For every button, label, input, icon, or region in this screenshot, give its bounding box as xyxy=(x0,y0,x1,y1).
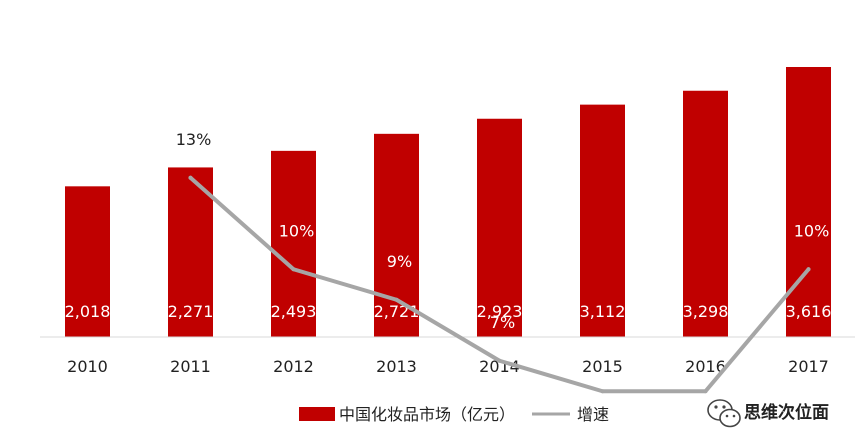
bar-value-label-2010: 2,018 xyxy=(65,302,111,321)
growth-rate-label-2015: 6% xyxy=(593,343,618,362)
bar-value-label-2017: 3,616 xyxy=(786,302,832,321)
growth-point-2014 xyxy=(497,358,502,363)
x-tick-label-2017: 2017 xyxy=(788,357,829,376)
bar-value-label-2015: 3,112 xyxy=(580,302,626,321)
watermark: 思维次位面 xyxy=(707,399,829,428)
legend-swatch-bar xyxy=(299,407,335,421)
growth-point-2016 xyxy=(703,389,708,394)
growth-point-2011 xyxy=(188,175,193,180)
bar-2014 xyxy=(477,118,522,337)
x-tick-label-2011: 2011 xyxy=(170,357,211,376)
watermark-text: 思维次位面 xyxy=(744,402,829,423)
x-tick-label-2015: 2015 xyxy=(582,357,623,376)
bar-value-label-2016: 3,298 xyxy=(683,302,729,321)
x-tick-labels: 2010 2011 2012 2013 2014 2015 2016 2017 xyxy=(67,357,829,376)
growth-point-2013 xyxy=(394,297,399,302)
growth-rate-label-2013: 9% xyxy=(387,252,412,271)
x-tick-label-2016: 2016 xyxy=(685,357,726,376)
bar-value-label-2014: 2,923 xyxy=(477,302,523,321)
growth-rate-label-2014: 7% xyxy=(490,313,515,332)
bar-2010 xyxy=(65,186,110,337)
bar-value-label-2012: 2,493 xyxy=(271,302,317,321)
wechat-icon xyxy=(707,399,741,428)
growth-rate-label-2017: 10% xyxy=(794,221,830,240)
bar-2012 xyxy=(271,150,316,337)
growth-rate-label-2012: 10% xyxy=(279,221,315,240)
x-tick-label-2013: 2013 xyxy=(376,357,417,376)
growth-rate-label-2011: 13% xyxy=(176,130,212,149)
bar-group: 2,018 2,271 2,493 2,721 2,923 3,112 3,298 3,616 xyxy=(65,67,832,337)
x-tick-label-2012: 2012 xyxy=(273,357,314,376)
bar-value-label-2011: 2,271 xyxy=(168,302,214,321)
bar-2016 xyxy=(683,90,728,337)
bar-2013 xyxy=(374,133,419,337)
legend: 中国化妆品市场（亿元） 增速 xyxy=(299,405,609,424)
bar-2015 xyxy=(580,104,625,337)
growth-point-2012 xyxy=(291,267,296,272)
bar-2011 xyxy=(168,167,213,337)
growth-point-2015 xyxy=(600,389,605,394)
growth-point-2017 xyxy=(806,267,811,272)
x-tick-label-2010: 2010 xyxy=(67,357,108,376)
bar-2017 xyxy=(786,67,831,337)
growth-line-group: 13% 10% 9% 7% 6% 6% 10% xyxy=(176,130,830,394)
legend-label-growth: 增速 xyxy=(577,405,609,424)
growth-rate-label-2016: 6% xyxy=(696,343,721,362)
legend-label-market: 中国化妆品市场（亿元） xyxy=(339,405,515,424)
